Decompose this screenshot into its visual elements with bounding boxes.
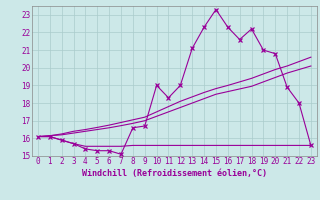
- X-axis label: Windchill (Refroidissement éolien,°C): Windchill (Refroidissement éolien,°C): [82, 169, 267, 178]
